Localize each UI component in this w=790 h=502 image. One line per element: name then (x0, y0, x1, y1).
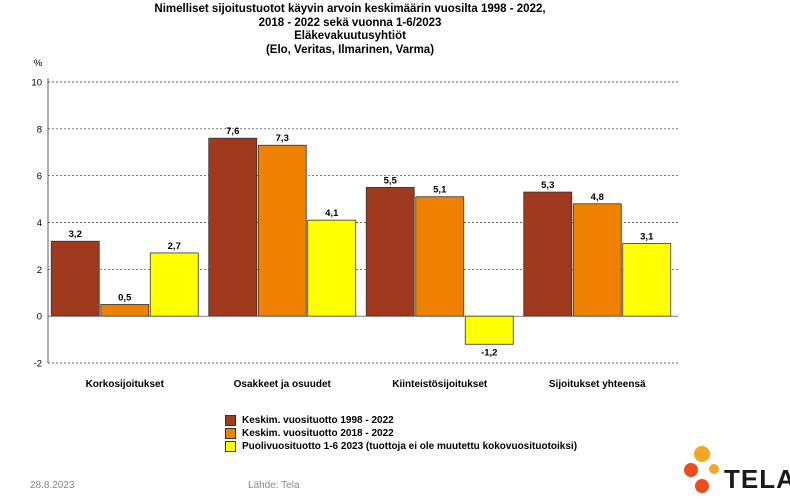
bar (50, 240, 100, 317)
x-tick-label: Korkosijoitukset (86, 379, 165, 390)
data-label: 5,5 (384, 175, 398, 186)
chart-title-line: Eläkevakuutusyhtiöt (294, 30, 406, 42)
x-tick-label: Osakkeet ja osuudet (234, 379, 332, 390)
bar (100, 304, 150, 317)
bar-chart: -2 0 2 4 6 8 10% 3,2 0,5 2,7 Korkosijoitukset 7,6 7,… (31, 58, 678, 390)
y-axis-label: % (34, 58, 43, 69)
legend-item: Keskim. vuosituotto 1998 - 2022 (225, 414, 577, 427)
tela-logo-icon (684, 446, 719, 493)
data-label: 4,1 (325, 208, 339, 219)
legend-swatch (225, 415, 236, 426)
legend-item: Keskim. vuosituotto 2018 - 2022 (225, 427, 577, 440)
bar (365, 186, 415, 317)
bar (307, 219, 357, 317)
bar (149, 252, 199, 317)
footer-date: 28.8.2023 (30, 480, 75, 491)
legend-label: Keskim. vuosituotto 1998 - 2022 (242, 415, 394, 426)
bar (523, 191, 573, 317)
data-label: 2,7 (168, 241, 181, 252)
data-label: 5,3 (541, 180, 554, 191)
tela-logo: TELA (680, 442, 790, 496)
y-tick-label: 2 (37, 265, 42, 276)
data-label: 7,6 (226, 126, 239, 137)
y-tick-label: -2 (34, 359, 42, 370)
data-label: -1,2 (481, 347, 497, 358)
y-tick-label: 8 (37, 124, 42, 135)
data-label: 0,5 (118, 292, 132, 303)
legend-label: Puolivuosituotto 1-6 2023 (tuottoja ei o… (242, 441, 578, 452)
y-tick-label: 4 (37, 218, 42, 229)
legend-swatch (225, 428, 236, 439)
data-label: 7,3 (276, 133, 289, 144)
bar (415, 196, 465, 317)
legend: Keskim. vuosituotto 1998 - 2022 Keskim. … (225, 414, 577, 453)
data-label: 3,1 (640, 232, 654, 243)
bar (572, 203, 622, 317)
chart-title: Nimelliset sijoitustuotot käyvin arvoin … (100, 3, 600, 57)
x-tick-label: Sijoitukset yhteensä (549, 379, 646, 390)
x-tick-label: Kiinteistösijoitukset (392, 379, 488, 390)
bar (464, 315, 514, 345)
y-tick-label: 10 (31, 78, 42, 89)
legend-label: Keskim. vuosituotto 2018 - 2022 (242, 428, 394, 439)
footer-source: Lähde: Tela (248, 480, 300, 491)
chart-title-line: Nimelliset sijoitustuotot käyvin arvoin … (154, 3, 546, 15)
bar (208, 137, 258, 317)
chart-title-line: (Elo, Veritas, Ilmarinen, Varma) (265, 43, 435, 56)
bar (257, 144, 307, 317)
data-label: 4,8 (591, 192, 604, 203)
bar (622, 243, 672, 317)
data-label: 5,1 (433, 185, 447, 196)
legend-item: Puolivuosituotto 1-6 2023 (tuottoja ei o… (225, 440, 577, 453)
y-tick-label: 6 (37, 171, 42, 182)
y-tick-label: 0 (37, 312, 42, 323)
logo-text: TELA (724, 464, 790, 494)
legend-swatch (225, 441, 236, 452)
chart-title-line: 2018 - 2022 sekä vuonna 1-6/2023 (258, 16, 442, 29)
data-label: 3,2 (69, 229, 82, 240)
